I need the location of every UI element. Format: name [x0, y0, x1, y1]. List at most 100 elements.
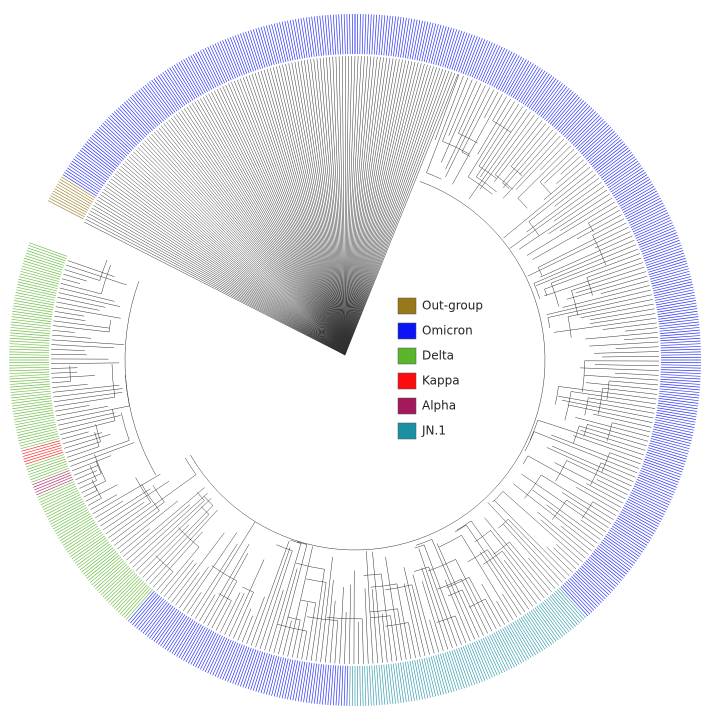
- leaf-label: [37, 481, 75, 498]
- leaf-label: [456, 33, 470, 72]
- branch: [461, 535, 514, 620]
- leaf-label: [493, 632, 513, 669]
- branch: [484, 91, 499, 118]
- leaf-label: [119, 584, 148, 615]
- branch: [560, 525, 592, 552]
- branch: [509, 181, 602, 249]
- leaf-label: [127, 98, 155, 130]
- leaf-label: [19, 273, 59, 285]
- branch: [316, 58, 346, 356]
- branch: [242, 77, 346, 356]
- leaf-label: [47, 200, 84, 220]
- branch: [54, 315, 86, 321]
- leaf-label: [295, 19, 303, 59]
- leaf-label: [587, 558, 619, 585]
- leaf-label: [149, 81, 174, 115]
- branch: [51, 344, 115, 349]
- leaf-label: [473, 641, 491, 679]
- leaf-label: [366, 665, 369, 706]
- leaf-label: [178, 62, 200, 97]
- leaf-label: [440, 27, 452, 67]
- legend-label: Alpha: [422, 399, 456, 413]
- branch: [276, 544, 293, 551]
- branch: [176, 113, 346, 356]
- branch: [344, 73, 459, 356]
- leaf-label: [26, 250, 65, 264]
- leaf-label: [430, 24, 442, 64]
- branch: [97, 488, 151, 523]
- leaf-label: [599, 151, 632, 177]
- leaf-label: [657, 405, 698, 412]
- leaf-label: [20, 438, 60, 450]
- branch: [149, 136, 346, 356]
- leaf-label: [426, 23, 437, 63]
- branch: [344, 72, 456, 356]
- leaf-label: [9, 374, 50, 377]
- leaf-label: [284, 659, 294, 699]
- branch: [516, 138, 565, 190]
- leaf-label: [641, 239, 680, 255]
- branch: [126, 504, 191, 561]
- branch: [543, 163, 588, 201]
- branch: [64, 434, 111, 449]
- branch: [344, 57, 384, 356]
- leaf-label: [28, 245, 67, 259]
- leaf-label: [476, 640, 493, 678]
- leaf-label: [626, 200, 663, 220]
- leaf-label: [569, 577, 598, 607]
- leaf-label: [138, 89, 164, 122]
- leaf-label: [645, 250, 684, 264]
- branch: [494, 120, 543, 182]
- branch: [121, 412, 130, 441]
- branch: [108, 181, 346, 356]
- leaf-label: [39, 485, 77, 503]
- leaf-label: [467, 38, 483, 76]
- branch: [344, 68, 444, 356]
- leaf-label: [322, 15, 327, 56]
- leaf-label: [639, 232, 677, 248]
- legend-label: Delta: [422, 349, 454, 363]
- leaf-label: [657, 310, 698, 318]
- leaf-label: [495, 631, 515, 668]
- branch: [564, 391, 572, 421]
- leaf-label: [176, 63, 198, 99]
- leaf-label: [35, 476, 73, 493]
- branch: [187, 592, 202, 614]
- branch: [411, 584, 430, 655]
- leaf-label: [279, 658, 289, 698]
- leaf-label: [117, 107, 146, 138]
- leaf-label: [10, 329, 51, 334]
- leaf-label: [530, 610, 555, 644]
- leaf-label: [576, 570, 606, 600]
- branch: [412, 574, 435, 654]
- branch: [403, 583, 421, 657]
- leaf-label: [593, 143, 626, 169]
- leaf-label: [625, 502, 661, 523]
- branch: [112, 176, 346, 356]
- leaf-label: [28, 461, 67, 475]
- leaf-label: [12, 308, 53, 315]
- branch: [139, 144, 346, 356]
- leaf-label: [17, 284, 57, 294]
- leaf-label: [47, 500, 84, 520]
- branch: [592, 413, 652, 428]
- leaf-label: [10, 327, 51, 332]
- branch: [107, 183, 346, 356]
- leaf-label: [49, 502, 85, 523]
- leaf-label: [544, 600, 570, 632]
- leaf-label: [402, 18, 410, 58]
- leaf-label: [469, 643, 486, 681]
- leaf-label: [599, 543, 632, 569]
- branch: [509, 541, 552, 593]
- leaf-label: [21, 440, 60, 452]
- leaf-label: [650, 268, 689, 280]
- branch: [517, 145, 571, 199]
- leaf-label: [9, 369, 50, 372]
- leaf-label: [195, 631, 215, 668]
- leaf-label: [169, 67, 192, 102]
- branch: [455, 615, 467, 644]
- branch: [73, 465, 98, 476]
- leaf-label: [606, 162, 640, 187]
- leaf-label: [660, 337, 701, 342]
- branch: [446, 577, 470, 588]
